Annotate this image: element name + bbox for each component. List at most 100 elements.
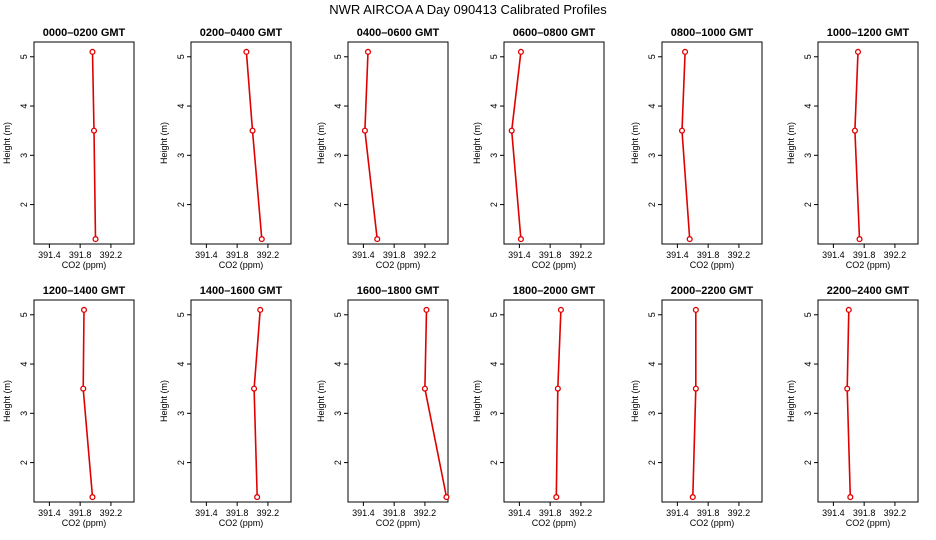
x-axis-label: CO2 (ppm) [62,260,107,270]
panel-10: 1800–2000 GMT 391.4 391.8 392.2 2 3 4 5 CO2 (ppm… [472,285,605,528]
data-point [686,236,693,243]
y-tick-label: 5 [803,54,813,59]
x-tick-label: 391.4 [508,508,531,518]
x-tick-label: 391.8 [226,508,249,518]
x-tick-label: 391.8 [539,250,562,260]
data-point [517,48,524,55]
x-tick-label: 391.4 [822,508,845,518]
y-tick-label: 3 [333,153,343,158]
panel-title: 0400–0600 GMT [357,27,440,39]
y-axis-label: Height (m) [159,122,169,164]
data-point [844,385,851,392]
y-tick-label: 4 [333,104,343,109]
y-tick-label: 2 [489,202,499,207]
data-point [423,306,430,313]
y-tick-label: 2 [803,460,813,465]
x-tick-label: 391.4 [822,250,845,260]
panel-title: 0600–0800 GMT [513,27,596,39]
x-tick-label: 391.4 [352,250,375,260]
plot-frame [347,41,449,245]
profile-line [692,309,697,498]
x-tick-label: 391.8 [69,250,92,260]
data-point [257,306,264,313]
y-tick-label: 4 [803,104,813,109]
plot-frame [190,299,292,503]
y-axis-label: Height (m) [786,122,796,164]
profile-line [424,309,448,498]
y-tick-label: 2 [176,202,186,207]
x-tick-label: 391.8 [697,250,720,260]
y-tick-label: 5 [176,312,186,317]
data-point [847,494,854,501]
y-axis-label: Height (m) [316,122,326,164]
y-tick-label: 3 [333,411,343,416]
plot-frame [33,299,135,503]
y-tick-label: 4 [176,104,186,109]
x-tick-label: 391.4 [666,508,689,518]
panel-title: 1000–1200 GMT [827,27,910,39]
data-point [678,127,686,134]
data-point [851,127,858,134]
y-tick-label: 4 [489,362,499,367]
profile-line [846,309,852,498]
y-tick-label: 5 [333,54,343,59]
panel-title: 1800–2000 GMT [513,285,596,297]
profile-line [681,51,691,240]
x-tick-label: 392.2 [728,250,751,260]
panel-7: 1200–1400 GMT 391.4 391.8 392.2 2 3 4 5 CO2 (ppm… [2,285,135,528]
y-tick-label: 4 [647,104,657,109]
profile-line [510,51,522,240]
y-tick-label: 2 [19,460,29,465]
y-tick-label: 4 [19,362,29,367]
x-tick-label: 392.2 [414,250,437,260]
data-point [243,48,250,55]
x-tick-label: 391.4 [508,250,531,260]
y-tick-label: 5 [19,54,29,59]
plot-frame [817,299,919,503]
x-axis-label: CO2 (ppm) [532,518,577,528]
x-tick-label: 392.2 [100,250,123,260]
panel-9: 1600–1800 GMT 391.4 391.8 392.2 2 3 4 5 CO2 (ppm… [316,285,450,528]
x-tick-label: 391.4 [195,250,218,260]
data-point [258,236,265,243]
profile-line [555,309,562,498]
data-point [92,236,99,243]
panel-3: 0400–0600 GMT 391.4 391.8 392.2 2 3 4 5 CO2 (ppm… [316,27,449,270]
data-point [361,127,368,134]
data-point [553,494,560,501]
x-tick-label: 391.8 [226,250,249,260]
data-point [80,385,87,392]
data-point [508,127,515,134]
y-tick-label: 2 [333,202,343,207]
y-tick-label: 5 [333,312,343,317]
panel-11: 2000–2200 GMT 391.4 391.8 392.2 2 3 4 5 CO2 (ppm… [630,285,763,528]
y-tick-label: 2 [19,202,29,207]
x-tick-label: 392.2 [414,508,437,518]
x-tick-label: 391.8 [383,250,406,260]
x-tick-label: 391.8 [383,508,406,518]
profile-line [253,309,261,498]
plot-frame [347,299,449,503]
data-point [517,236,524,243]
x-tick-label: 392.2 [257,250,280,260]
data-point [845,306,852,313]
y-tick-label: 2 [647,460,657,465]
data-point [689,494,696,501]
x-tick-label: 391.4 [195,508,218,518]
y-tick-label: 2 [333,460,343,465]
data-point [854,48,862,55]
data-point [682,48,689,55]
profile-line [82,309,94,498]
plot-frame [190,41,292,245]
y-axis-label: Height (m) [316,380,326,422]
x-axis-label: CO2 (ppm) [219,260,264,270]
panel-4: 0600–0800 GMT 391.4 391.8 392.2 2 3 4 5 CO2 (ppm… [472,27,605,270]
data-point [692,306,699,313]
x-tick-label: 392.2 [257,508,280,518]
x-tick-label: 392.2 [728,508,751,518]
plot-frame [661,299,763,503]
x-axis-label: CO2 (ppm) [690,260,735,270]
data-point [254,494,261,501]
panel-6: 1000–1200 GMT 391.4 391.8 392.2 2 3 4 5 CO2 (ppm… [786,27,919,270]
data-point [856,236,863,243]
